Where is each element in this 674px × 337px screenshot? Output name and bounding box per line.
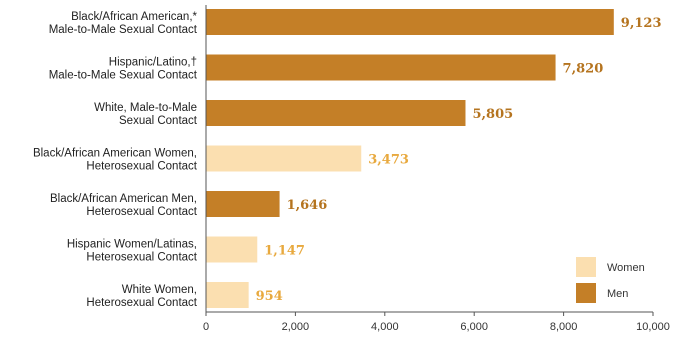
category-label-5: Black/African American Men, Heterosexual …: [50, 193, 198, 218]
bar-5: [206, 191, 280, 217]
x-tick-label-6: 10,000: [636, 321, 670, 333]
category-label-6: Hispanic Women/Latinas, Heterosexual Cont…: [67, 239, 198, 264]
x-tick-label-4: 6,000: [460, 321, 488, 333]
legend-swatch-women: [576, 257, 596, 277]
value-label-1: 9,123: [621, 16, 662, 31]
category-label-7: White Women, Heterosexual Contact: [86, 284, 197, 309]
value-label-5: 1,646: [287, 198, 328, 213]
category-label-3: White, Male-to-Male Sexual Contact: [94, 102, 198, 127]
bar-1: [206, 9, 614, 35]
legend: Women Men: [576, 257, 645, 303]
bar-4: [206, 145, 362, 172]
legend-label-women: Women: [607, 262, 645, 274]
bar-7: [206, 282, 249, 308]
value-label-3: 5,805: [472, 107, 513, 122]
value-label-2: 7,820: [563, 62, 604, 77]
value-label-6: 1,147: [264, 244, 305, 259]
category-label-2: Hispanic/Latino,† Male-to-Male Sexual Con…: [49, 57, 198, 82]
x-axis: 0 2,000 4,000 6,000 8,000 10,000: [203, 5, 670, 333]
category-labels: Black/African American,* Male-to-Male Sex…: [33, 11, 198, 309]
category-label-1: Black/African American,* Male-to-Male Sex…: [49, 11, 198, 36]
x-tick-label-1: 0: [203, 321, 209, 333]
value-label-7: 954: [256, 289, 283, 304]
legend-swatch-men: [576, 283, 596, 303]
bar-2: [206, 54, 556, 81]
x-tick-label-3: 4,000: [371, 321, 399, 333]
legend-label-men: Men: [607, 288, 628, 300]
value-labels: 9,123 7,820 5,805 3,473 1,646 1,147 954: [256, 16, 662, 304]
category-label-4: Black/African American Women, Heterosexua…: [33, 148, 198, 173]
bar-6: [206, 236, 258, 263]
x-tick-label-2: 2,000: [282, 321, 310, 333]
x-tick-label-5: 8,000: [550, 321, 578, 333]
bars-group: [206, 9, 614, 308]
bar-3: [206, 100, 466, 126]
value-label-4: 3,473: [368, 153, 409, 168]
